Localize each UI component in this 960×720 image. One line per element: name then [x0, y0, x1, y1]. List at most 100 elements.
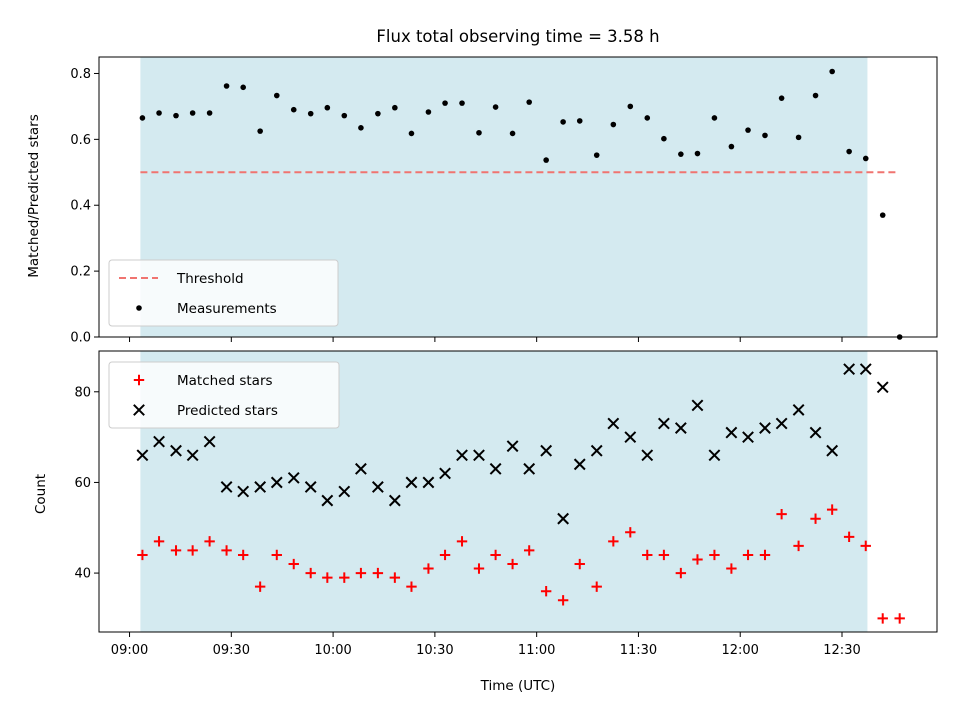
count-point [708, 449, 721, 462]
count-point [810, 513, 821, 524]
count-point [153, 435, 165, 448]
legend-marker-swatch [136, 305, 142, 311]
ratio-point [492, 104, 499, 110]
ratio-point [862, 155, 869, 162]
ratio-axes-frame [98, 56, 938, 338]
count-point [489, 462, 502, 475]
count-point [540, 586, 552, 597]
x-tick-label: 09:00 [111, 643, 148, 658]
ratio-point [139, 115, 146, 121]
count-point [759, 549, 771, 561]
legend-marker-swatch [133, 404, 145, 416]
count-point [742, 549, 754, 561]
ratio-point [257, 128, 263, 134]
ratio-y-tick-label: 0.0 [70, 331, 91, 346]
count-series-1 [136, 363, 889, 525]
count-point [709, 549, 720, 561]
count-point [186, 449, 199, 462]
count-point [894, 613, 905, 624]
count-point [137, 549, 148, 561]
ratio-point [678, 151, 684, 157]
count-point [540, 444, 553, 457]
count-point [725, 426, 738, 439]
ratio-point [273, 92, 280, 99]
count-point [473, 449, 485, 462]
count-point [826, 504, 838, 515]
count-point [523, 545, 535, 556]
count-point [641, 449, 654, 462]
ratio-point [425, 109, 432, 115]
count-point [456, 536, 468, 547]
ratio-point [745, 127, 751, 133]
ratio-point [560, 119, 566, 125]
ratio-point [290, 106, 297, 113]
ratio-point [375, 110, 381, 117]
count-point [658, 549, 670, 561]
count-point [590, 444, 603, 457]
count-point [254, 481, 267, 493]
count-point [490, 549, 501, 561]
count-point [339, 572, 350, 583]
count-point [170, 545, 182, 556]
legend-box [108, 361, 340, 429]
count-point [237, 549, 249, 561]
count-plot-area: 40 60 80 09:00 09:30 10:00 10:30 11:00 11:30 12:0… [74, 350, 938, 658]
count-point [843, 531, 855, 543]
count-point [321, 494, 334, 507]
ratio-y-tick-label: 0.4 [70, 199, 91, 214]
count-point [759, 422, 771, 434]
ratio-point [694, 150, 701, 157]
count-point [270, 476, 283, 489]
ratio-series-0 [139, 68, 903, 340]
ratio-point [173, 112, 179, 119]
count-point [557, 595, 569, 606]
ratio-point [728, 143, 735, 150]
count-point [221, 545, 232, 556]
count-point [237, 485, 250, 498]
ratio-point [778, 95, 785, 101]
count-point [624, 431, 637, 444]
count-point [355, 567, 367, 579]
count-point [793, 540, 804, 552]
legend-label: Threshold [176, 271, 244, 287]
count-point [775, 417, 788, 430]
count-point [371, 481, 384, 493]
count-point [574, 558, 585, 570]
ratio-point [711, 115, 718, 121]
count-point [304, 481, 317, 493]
x-tick-label: 12:30 [823, 643, 860, 658]
legend-marker-swatch [133, 374, 145, 386]
count-series-0 [137, 504, 905, 624]
count-point [792, 404, 805, 416]
count-point [153, 536, 165, 547]
count-point [674, 422, 687, 434]
ratio-point [206, 110, 213, 116]
count-y-tick-label: 80 [74, 385, 91, 400]
count-point [322, 572, 333, 583]
ratio-point [593, 152, 600, 158]
count-panel: 40 60 80 09:00 09:30 10:00 10:30 11:00 11:30 12:0… [33, 350, 938, 658]
ratio-point [156, 110, 162, 116]
ratio-point [576, 118, 583, 124]
count-point [507, 558, 518, 570]
count-point [439, 549, 451, 561]
ratio-point [543, 157, 549, 163]
ratio-point [307, 110, 314, 117]
count-point [220, 481, 233, 493]
count-point [355, 462, 367, 475]
ratio-point [459, 100, 465, 106]
ratio-y-axis-label: Matched/Predicted stars [26, 114, 42, 277]
x-tick-label: 11:00 [518, 643, 555, 658]
count-point [473, 563, 485, 574]
ratio-point [846, 148, 852, 155]
ratio-point [627, 103, 634, 110]
count-y-axis-label: Count [33, 474, 49, 514]
count-y-tick-label: 60 [74, 476, 91, 491]
count-point [675, 567, 687, 579]
count-point [388, 494, 401, 507]
ratio-point [392, 104, 398, 111]
count-point [877, 613, 888, 624]
ratio-y-tick-label: 0.2 [70, 265, 91, 280]
x-tick-label: 09:30 [213, 643, 250, 658]
